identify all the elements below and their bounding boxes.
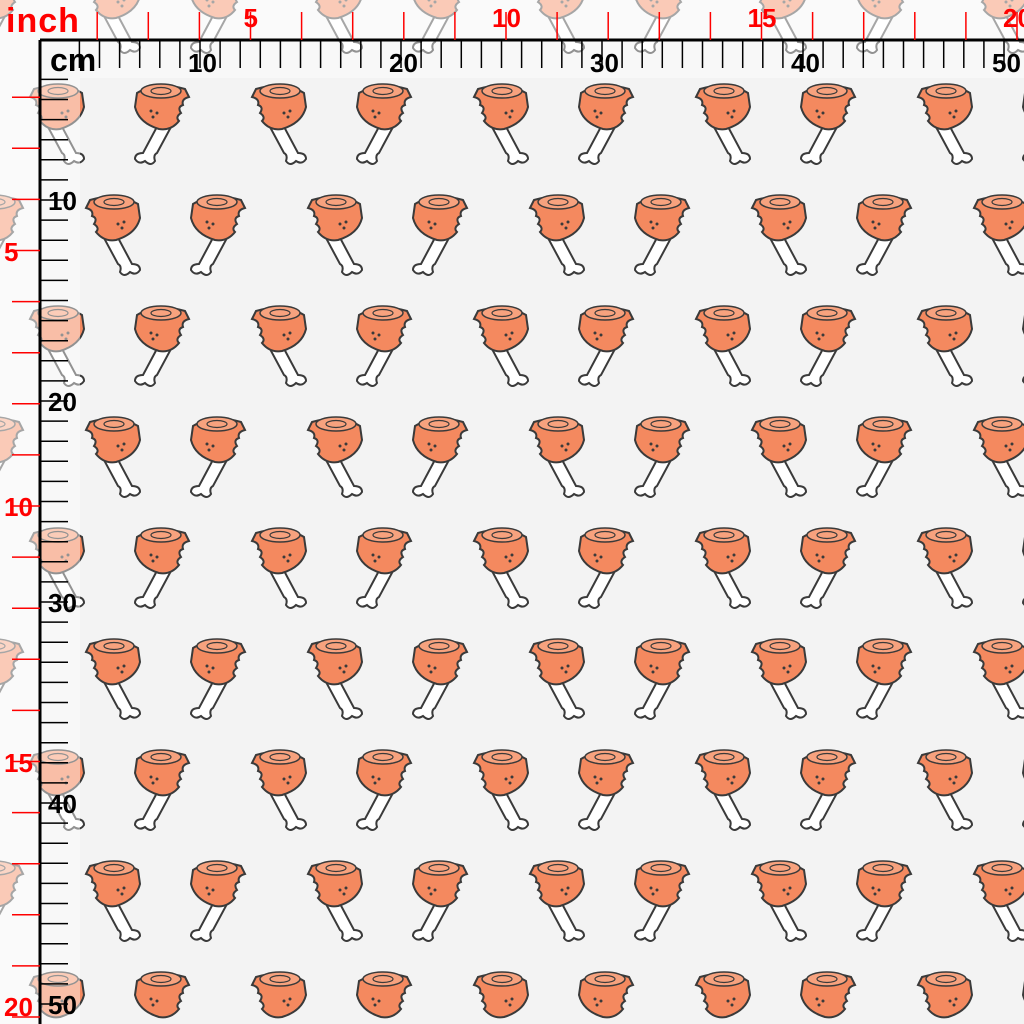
cm-label-left: 40: [48, 789, 77, 819]
ruler-fade-left: [0, 40, 40, 1024]
cm-label-left: 20: [48, 387, 77, 417]
inch-label-left: 15: [4, 747, 33, 778]
inch-label-left: 10: [4, 492, 33, 522]
cm-label-left: 30: [48, 588, 77, 618]
inch-label-left: 20: [4, 992, 33, 1022]
cm-label-top: 10: [188, 48, 217, 78]
cm-label-left: 50: [48, 990, 77, 1020]
cm-label-left: 10: [48, 186, 77, 216]
ruler-fade-top: [0, 0, 1024, 40]
cm-label-top: 20: [389, 48, 418, 78]
inch-label-top: 10: [492, 3, 521, 33]
cm-label-top: 50: [992, 48, 1021, 78]
inch-label-top: 15: [747, 3, 777, 33]
cm-band-left: [40, 78, 80, 1024]
inch-unit-label: inch: [6, 2, 80, 40]
cm-band-top: [40, 40, 1024, 78]
cm-label-top: 30: [590, 48, 619, 78]
cm-unit-label: cm: [50, 42, 97, 78]
cm-label-top: 40: [791, 48, 820, 78]
inch-label-left: 5: [4, 236, 19, 267]
inch-label-top: 5: [243, 3, 258, 33]
inch-label-top: 20: [1003, 3, 1024, 33]
